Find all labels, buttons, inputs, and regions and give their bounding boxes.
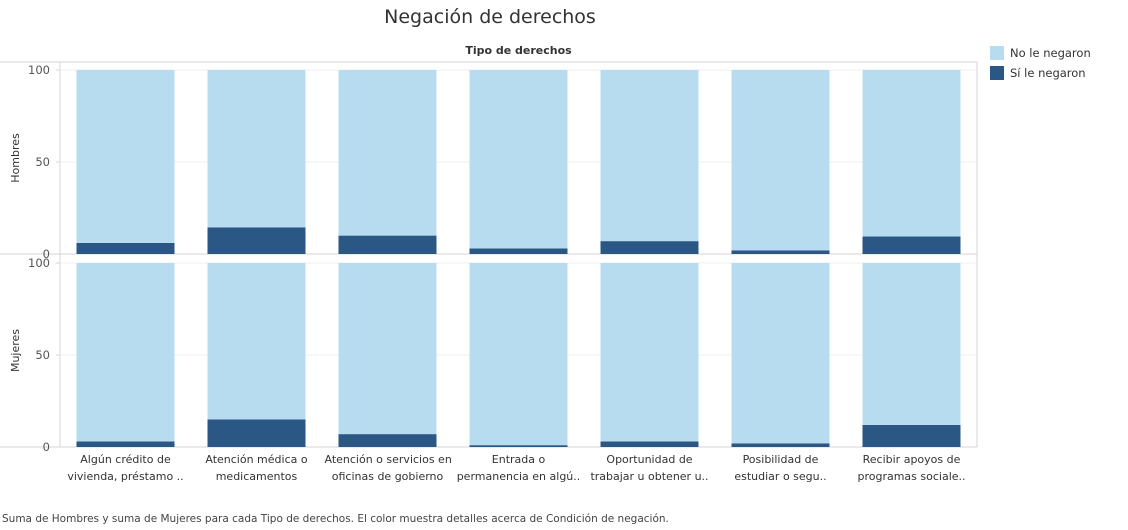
x-category-label-line: programas sociale.. bbox=[857, 470, 966, 483]
legend-swatch-no-negaron bbox=[990, 46, 1004, 60]
x-category-label-line: Atención o servicios en bbox=[324, 453, 452, 466]
x-category-label: Atención o servicios en oficinas de gobie… bbox=[324, 451, 452, 485]
bar-si-negaron bbox=[731, 443, 830, 447]
x-category-label-line: trabajar u obtener u.. bbox=[590, 470, 709, 483]
bar-no-negaron bbox=[76, 263, 175, 442]
bar-si-negaron bbox=[469, 445, 568, 447]
legend-item-no-negaron[interactable]: No le negaron bbox=[990, 43, 1091, 63]
bar-si-negaron bbox=[338, 434, 437, 447]
x-category-label-line: Posibilidad de bbox=[742, 453, 819, 466]
x-category-label-line: Entrada o bbox=[491, 453, 546, 466]
bar-si-negaron bbox=[207, 419, 306, 447]
column-header: Tipo de derechos bbox=[465, 44, 572, 57]
y-tick-label: 0 bbox=[43, 247, 50, 261]
bar-si-negaron bbox=[731, 250, 830, 254]
bar-si-negaron bbox=[862, 236, 961, 254]
y-tick-label: 100 bbox=[28, 256, 50, 270]
bar-no-negaron bbox=[600, 70, 699, 242]
x-category-label-line: medicamentos bbox=[215, 470, 298, 483]
bar-si-negaron bbox=[207, 227, 306, 254]
chart-title: Negación de derechos bbox=[384, 6, 596, 28]
x-category-label: Algún crédito de vivienda, préstamo .. bbox=[63, 451, 189, 485]
bar-si-negaron bbox=[600, 241, 699, 254]
legend-item-si-negaron[interactable]: Sí le negaron bbox=[990, 63, 1091, 83]
x-category-label: Oportunidad de trabajar u obtener u.. bbox=[587, 451, 713, 485]
y-tick-label: 0 bbox=[43, 440, 50, 454]
bar-si-negaron bbox=[862, 424, 961, 447]
bar-no-negaron bbox=[338, 263, 437, 435]
bar-no-negaron bbox=[469, 70, 568, 249]
x-category-label: Atención médica o medicamentos bbox=[194, 451, 320, 485]
chart-caption: Suma de Hombres y suma de Mujeres para c… bbox=[2, 513, 669, 525]
y-tick-label: 50 bbox=[35, 155, 50, 169]
panel-label-mujeres: Mujeres bbox=[9, 329, 22, 372]
bar-no-negaron bbox=[207, 263, 306, 420]
bar-no-negaron bbox=[469, 263, 568, 446]
bar-si-negaron bbox=[469, 248, 568, 254]
legend: No le negaron Sí le negaron bbox=[990, 43, 1091, 83]
y-tick-label: 100 bbox=[28, 63, 50, 77]
x-category-label-line: Recibir apoyos de bbox=[862, 453, 961, 466]
bar-no-negaron bbox=[207, 70, 306, 228]
bar-no-negaron bbox=[731, 263, 830, 444]
x-category-label-line: Atención médica o bbox=[205, 453, 308, 466]
bar-si-negaron bbox=[338, 235, 437, 254]
bar-no-negaron bbox=[862, 263, 961, 425]
bar-no-negaron bbox=[600, 263, 699, 442]
bar-no-negaron bbox=[862, 70, 961, 237]
x-category-label: Posibilidad de estudiar o segu.. bbox=[718, 451, 844, 485]
legend-swatch-si-negaron bbox=[990, 66, 1004, 80]
panel-label-hombres: Hombres bbox=[9, 133, 22, 183]
x-category-label: Recibir apoyos de programas sociale.. bbox=[849, 451, 975, 485]
bar-no-negaron bbox=[76, 70, 175, 243]
x-category-label-line: vivienda, préstamo .. bbox=[67, 470, 184, 483]
bar-si-negaron bbox=[600, 441, 699, 447]
bar-no-negaron bbox=[731, 70, 830, 251]
x-category-label-line: Algún crédito de bbox=[80, 453, 171, 466]
x-category-label-line: Oportunidad de bbox=[606, 453, 693, 466]
bar-no-negaron bbox=[338, 70, 437, 236]
x-category-label-line: permanencia en algú.. bbox=[456, 470, 581, 483]
y-tick-label: 50 bbox=[35, 348, 50, 362]
bar-si-negaron bbox=[76, 441, 175, 447]
bar-si-negaron bbox=[76, 242, 175, 254]
x-category-label: Entrada o permanencia en algú.. bbox=[456, 451, 582, 485]
legend-label-no-negaron: No le negaron bbox=[1010, 46, 1091, 60]
x-category-label-line: oficinas de gobierno bbox=[331, 470, 444, 483]
legend-label-si-negaron: Sí le negaron bbox=[1010, 66, 1086, 80]
x-category-label-line: estudiar o segu.. bbox=[734, 470, 827, 483]
